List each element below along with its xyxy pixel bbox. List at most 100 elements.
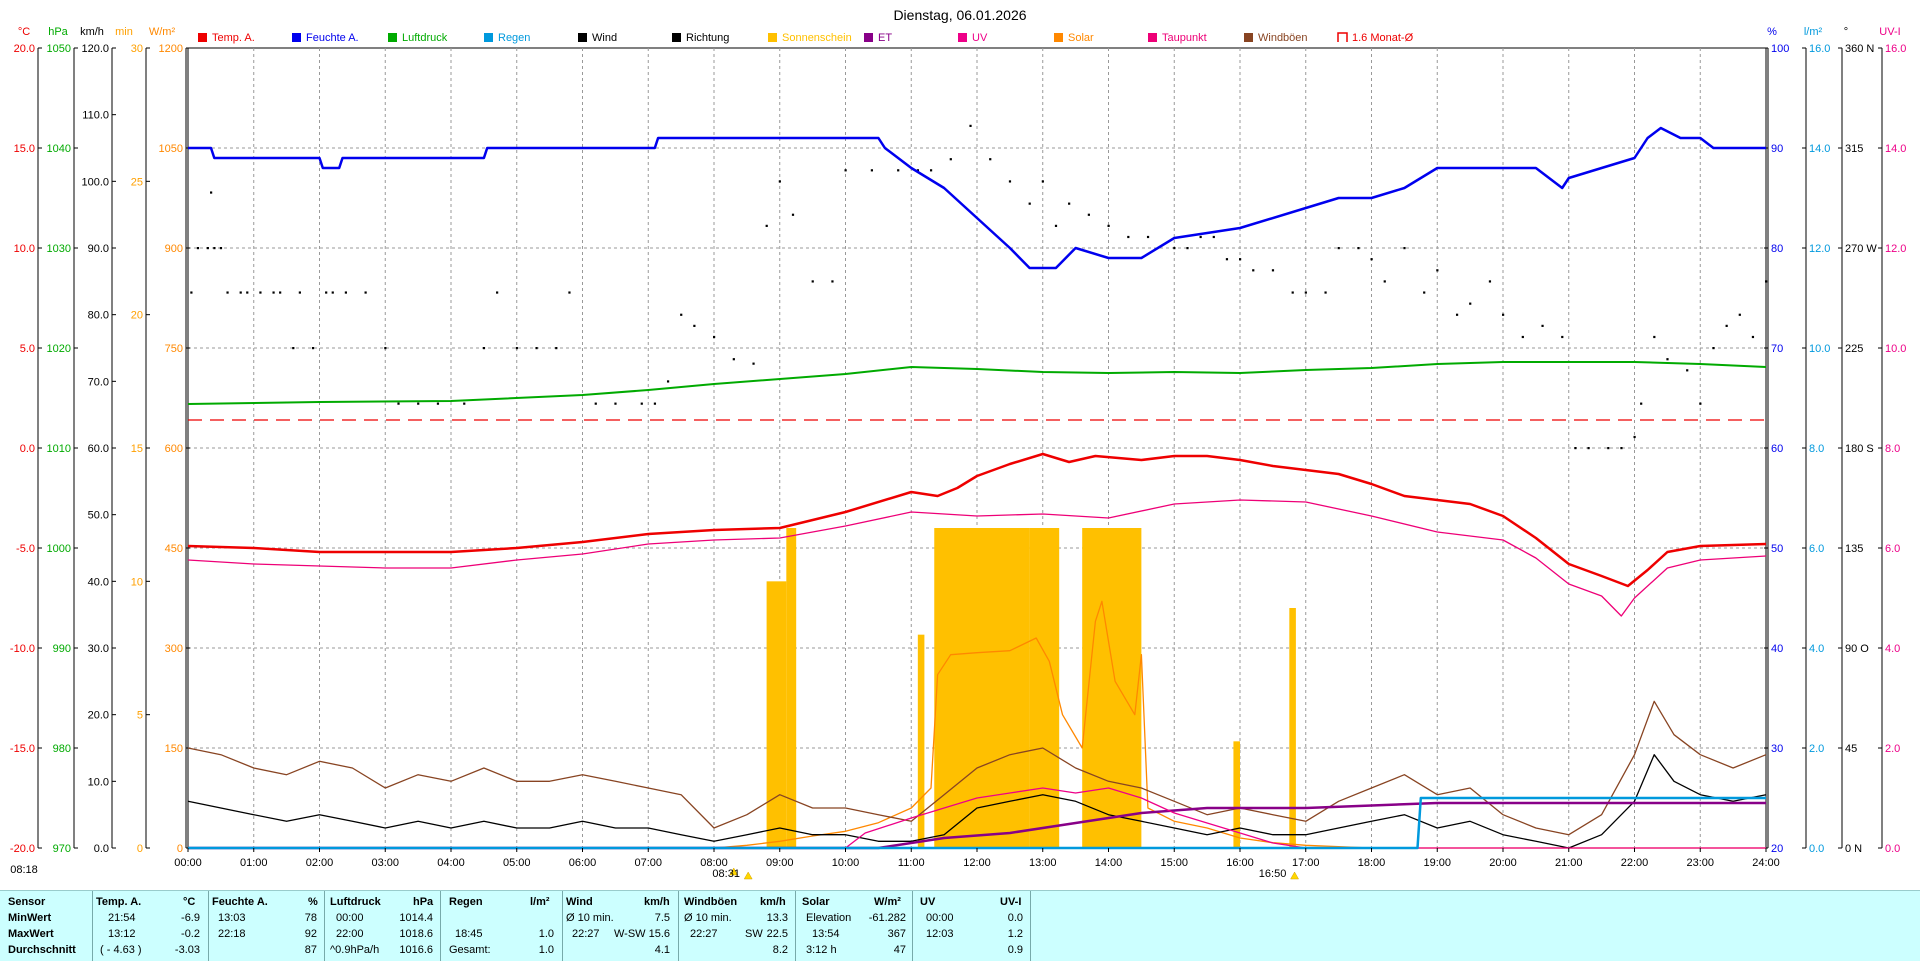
direction-dot xyxy=(1041,180,1044,183)
legend-label: Sonnenschein xyxy=(782,32,852,44)
sunshine-bar xyxy=(1289,608,1296,848)
weather-chart: Dienstag, 06.01.2026 Temp. A. Feuchte A. L… xyxy=(10,7,1907,880)
stats-press-time: 00:00 xyxy=(336,912,364,924)
direction-dot xyxy=(1725,324,1728,327)
stats-gust-value: 8.2 xyxy=(772,944,788,956)
y-tick-label-sunshine: 30 xyxy=(131,43,143,55)
direction-dot xyxy=(1488,280,1492,283)
y-tick-label-uvi: 12.0 xyxy=(1885,243,1906,255)
chart-series-lines xyxy=(187,126,1767,850)
stats-gust-time: 22:27 xyxy=(690,928,718,940)
stats-gust-value: 13.3 xyxy=(766,912,788,924)
axis-unit-wind: km/h xyxy=(80,26,104,38)
y-tick-label-pressure: 1010 xyxy=(47,443,71,455)
direction-dot xyxy=(1337,247,1340,250)
stats-row-label: MaxWert xyxy=(8,928,54,940)
legend-label: Taupunkt xyxy=(1162,32,1207,44)
direction-dot xyxy=(1146,235,1150,239)
stats-separator xyxy=(92,891,93,961)
y-tick-label-humidity: 40 xyxy=(1771,643,1783,655)
axis-units: °C hPa km/h min W/m²% l/m² ° UV-I xyxy=(18,26,1901,38)
y-tick-label-rain: 12.0 xyxy=(1809,243,1830,255)
y-tick-label-direction: 0 N xyxy=(1845,843,1862,855)
series-line xyxy=(188,796,1766,850)
x-tick-label: 20:00 xyxy=(1489,857,1517,869)
stats-header-row: Sensor Temp. A. °C Feuchte A. % Luftdruc… xyxy=(0,894,1920,910)
stats-gust-dir: SW xyxy=(745,928,763,940)
y-tick-label-solar: 900 xyxy=(165,243,183,255)
stats-solar-value: 47 xyxy=(893,944,906,956)
direction-dot xyxy=(1469,302,1472,305)
direction-dot xyxy=(1068,202,1071,205)
y-tick-label-wind: 60.0 xyxy=(88,443,109,455)
x-tick-label: 06:00 xyxy=(569,857,597,869)
x-tick-label: 17:00 xyxy=(1292,857,1320,869)
y-tick-label-rain: 8.0 xyxy=(1809,443,1824,455)
direction-dot xyxy=(1252,269,1255,272)
legend-label: Temp. A. xyxy=(212,32,255,44)
direction-dot xyxy=(344,291,347,294)
direction-dot xyxy=(1686,369,1689,372)
legend-swatch xyxy=(1244,33,1253,42)
stats-header-rain-unit: l/m² xyxy=(530,896,550,908)
y-tick-label-wind: 0.0 xyxy=(94,843,109,855)
direction-dot xyxy=(1541,324,1544,327)
y-tick-label-sunshine: 0 xyxy=(137,843,143,855)
x-tick-label: 14:00 xyxy=(1095,857,1123,869)
y-tick-label-humidity: 80 xyxy=(1771,243,1783,255)
stats-press-value: 1014.4 xyxy=(399,912,433,924)
legend-swatch xyxy=(578,33,587,42)
direction-dot xyxy=(1028,202,1031,205)
y-tick-label-wind: 70.0 xyxy=(88,376,109,388)
stats-row-label: MinWert xyxy=(8,912,52,924)
direction-dot xyxy=(1738,313,1741,316)
legend-swatch xyxy=(672,33,681,42)
stats-solar-time: 13:54 xyxy=(812,928,840,940)
series-line xyxy=(188,126,1766,270)
legend-swatch xyxy=(768,33,777,42)
legend-swatch xyxy=(864,33,873,42)
direction-dot xyxy=(1436,269,1439,272)
x-tick-label: 19:00 xyxy=(1423,857,1451,869)
x-tick-label: 11:00 xyxy=(898,857,925,869)
direction-dot xyxy=(989,158,992,161)
y-tick-label-wind: 10.0 xyxy=(88,776,109,788)
direction-dot xyxy=(916,169,920,172)
direction-dot xyxy=(311,347,315,350)
stats-header-uv-unit: UV-I xyxy=(1000,896,1022,908)
direction-dot xyxy=(1186,247,1189,250)
y-tick-label-solar: 1050 xyxy=(159,143,183,155)
direction-dot xyxy=(1304,291,1307,294)
x-marker-label: 08:18 xyxy=(10,864,38,876)
direction-dot xyxy=(844,169,847,172)
stats-header-uv: UV xyxy=(920,896,936,908)
y-tick-label-sunshine: 5 xyxy=(137,710,143,722)
stats-solar-value: -61.282 xyxy=(868,912,906,924)
direction-dot xyxy=(1561,335,1564,339)
y-tick-label-wind: 20.0 xyxy=(88,710,109,722)
x-marker-sun-icon xyxy=(1290,871,1300,880)
x-tick-label: 13:00 xyxy=(1029,857,1057,869)
direction-dot xyxy=(239,291,242,294)
stats-hum-time: 13:03 xyxy=(218,912,246,924)
direction-dot xyxy=(298,291,301,294)
stats-header-press: Luftdruck xyxy=(330,896,381,908)
legend-label: UV xyxy=(972,32,988,44)
stats-header-sensor: Sensor xyxy=(8,896,46,908)
sunshine-bar xyxy=(934,528,977,848)
axis-unit-humidity: % xyxy=(1767,26,1777,38)
legend-label: Richtung xyxy=(686,32,729,44)
direction-dot xyxy=(969,124,972,127)
x-tick-label: 12:00 xyxy=(963,857,991,869)
direction-dot xyxy=(1212,235,1215,239)
direction-dot xyxy=(384,347,387,350)
direction-dot xyxy=(752,362,755,365)
x-tick-label: 22:00 xyxy=(1621,857,1649,869)
stats-separator xyxy=(562,891,563,961)
stats-temp-value: -0.2 xyxy=(181,928,200,940)
stats-wind-value: 7.5 xyxy=(654,912,670,924)
y-tick-label-solar: 1200 xyxy=(159,43,183,55)
stats-rain-value: 1.0 xyxy=(538,944,554,956)
legend-label: Luftdruck xyxy=(402,32,448,44)
legend-label: Windböen xyxy=(1258,32,1308,44)
